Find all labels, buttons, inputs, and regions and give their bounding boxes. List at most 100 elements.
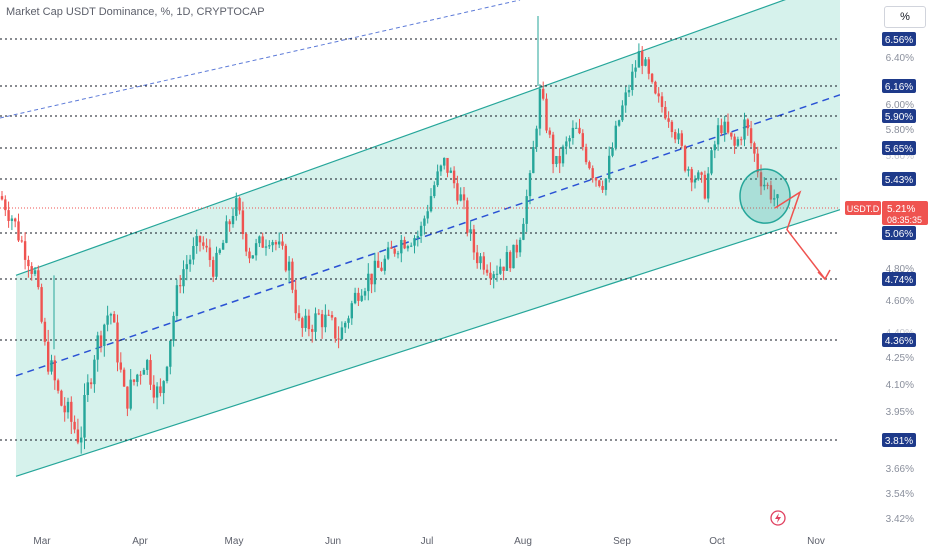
candle-body (353, 292, 357, 304)
candle-body (367, 273, 370, 292)
candle-body (363, 291, 367, 296)
candle-body (254, 243, 258, 256)
candle-body (27, 259, 30, 267)
candle-body (436, 171, 439, 186)
candle-body (169, 340, 172, 367)
candle-body (251, 255, 254, 259)
candle-body (113, 314, 116, 323)
lightning-icon[interactable] (770, 510, 786, 526)
candle-body (89, 382, 93, 385)
candle-body (723, 121, 726, 134)
time-tick: Apr (132, 536, 148, 547)
candle-body (86, 382, 89, 395)
candle-body (733, 136, 736, 146)
candle-body (677, 133, 680, 140)
candle-body (344, 322, 347, 328)
candle-body (103, 324, 106, 347)
candle-body (386, 247, 390, 259)
candle-body (393, 248, 396, 254)
candle-body (621, 105, 624, 121)
candle-body (502, 266, 505, 271)
candle-body (377, 260, 380, 268)
level-label-text: 6.56% (885, 35, 913, 46)
candle-body (756, 153, 759, 173)
candle-body (545, 98, 548, 131)
trend-channel (0, 0, 841, 477)
candle-body (129, 379, 132, 409)
candle-body (713, 144, 716, 151)
candle-body (591, 168, 594, 179)
time-tick: Jul (421, 536, 434, 547)
candle-body (604, 178, 608, 190)
percent-scale-button[interactable]: % (884, 6, 926, 28)
candle-body (459, 194, 462, 201)
candle-body (561, 146, 565, 164)
candle-body (476, 252, 479, 264)
candle-body (568, 138, 571, 142)
price-axis: 6.40% 6.00% 5.80% 4.80% 4.60% 4.25% 4.10% 3.95%… (840, 0, 932, 550)
candle-body (555, 155, 558, 165)
candle-body (10, 218, 14, 221)
candle-body (664, 106, 667, 119)
candle-body (492, 274, 495, 279)
candle-body (416, 235, 419, 239)
candle-body (631, 71, 634, 91)
price-tick: 4.80% (886, 264, 914, 275)
level-label (882, 109, 916, 123)
time-tick: Nov (807, 536, 825, 547)
current-price-value: 5.21% (887, 204, 915, 215)
candle-body (443, 157, 446, 166)
channel-lower-line (15, 209, 841, 477)
price-tick: 6.40% (886, 53, 914, 64)
candle-body (4, 199, 7, 211)
candle-body (512, 244, 515, 269)
time-tick: Oct (709, 536, 725, 547)
candle-body (291, 261, 294, 290)
candle-body (284, 245, 287, 271)
candle-body (525, 196, 528, 224)
level-label (882, 272, 916, 286)
candle-body (142, 369, 146, 375)
candle-body (740, 139, 743, 141)
price-tick: 3.95% (886, 407, 914, 418)
candle-body (575, 127, 578, 129)
candle-body (759, 172, 763, 187)
candle-body (495, 273, 499, 275)
candle-body (522, 223, 525, 240)
candle-body (66, 401, 70, 413)
price-tick: 3.42% (886, 514, 914, 525)
price-tick: 3.54% (886, 489, 914, 500)
candle-body (485, 269, 489, 273)
candle-body (433, 185, 436, 197)
symbol-tag (845, 201, 881, 215)
candle-body (53, 360, 56, 381)
candle-body (99, 335, 103, 347)
candle-body (680, 133, 683, 146)
candle-body (571, 127, 575, 139)
candle-body (693, 179, 697, 183)
candle-body (730, 132, 733, 137)
candle-body (159, 386, 162, 394)
candle-body (317, 313, 320, 315)
candle-body (588, 162, 591, 169)
candle-body (47, 341, 50, 372)
candle-body (297, 313, 301, 319)
candle-body (716, 125, 720, 145)
candle-body (703, 174, 707, 199)
candle-body (274, 242, 278, 245)
time-tick: Jun (325, 536, 341, 547)
candle-body (40, 287, 43, 322)
candle-body (479, 256, 482, 264)
candle-body (205, 245, 208, 248)
candle-body (746, 119, 749, 129)
candle-body (20, 240, 23, 242)
candle-body (594, 178, 598, 181)
horizontal-levels (0, 38, 840, 441)
candle-body (426, 211, 429, 219)
candle-body (542, 88, 545, 99)
candle-body (261, 236, 264, 248)
candle-body (674, 132, 677, 140)
candle-body (624, 92, 627, 106)
candle-body (558, 155, 561, 164)
